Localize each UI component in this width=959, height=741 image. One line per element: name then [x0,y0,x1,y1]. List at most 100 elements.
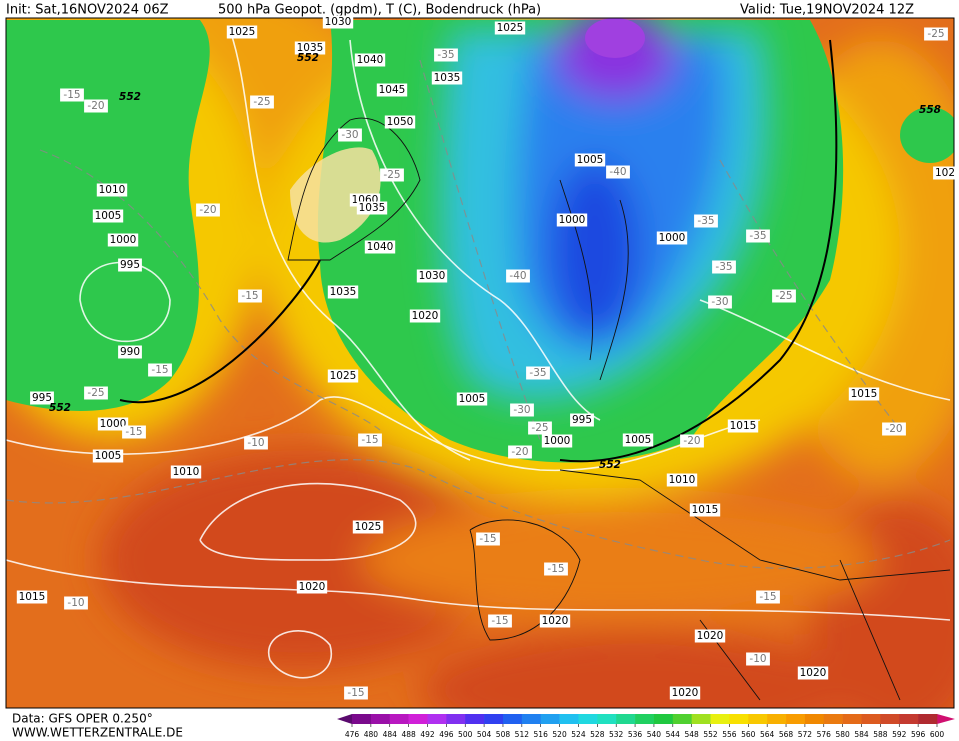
temperature-label-box [338,128,362,142]
temperature-label-box [476,532,500,546]
colorbar-segment [484,714,504,724]
colorbar-label: 484 [383,730,398,739]
temperature-label: -30 [513,404,530,416]
isobar-label: 1020 [542,615,569,627]
colorbar-segment [729,714,749,724]
isobar-label-box [107,233,139,247]
isobar-label: 1035 [434,72,461,84]
colorbar-label: 568 [779,730,794,739]
temperature-label-box [488,614,512,628]
temperature-label: -15 [361,434,378,446]
isobar-label: 1000 [559,214,586,226]
colorbar-label: 540 [647,730,662,739]
colorbar-segment [389,714,409,724]
colorbar-label: 528 [590,730,605,739]
isobar-label-box [92,209,124,223]
isobar-label-box [170,465,202,479]
temperature-label: -40 [509,270,526,282]
isobar-label: 995 [32,392,52,404]
temperature-label: -40 [609,166,626,178]
temperature-label-box [544,562,568,576]
colorbar-segment [502,714,523,724]
isobar-label: 1005 [625,434,652,446]
temperature-label: -25 [927,28,944,40]
isobar-label-box [356,201,388,215]
isobar-label: 1000 [659,232,686,244]
isobar-label-box [431,71,463,85]
isobar-label-box [797,666,829,680]
isobar-label-box [96,183,128,197]
isobar-label: 1025 [330,370,357,382]
colorbar-label: 496 [439,730,454,739]
isobar-label-box [296,580,328,594]
isobar-label-box [97,417,129,431]
temperature-label-box [196,203,220,217]
temperature-label: -15 [241,290,258,302]
init-time: Init: Sat,16NOV2024 06Z [6,3,169,18]
isobar-label: 1000 [100,418,127,430]
isobar-label: 1010 [99,184,126,196]
valid-time: Valid: Tue,19NOV2024 12Z [740,3,914,18]
temperature-label-box [680,434,704,448]
isobar-label: 1020 [697,630,724,642]
temperature-label: -30 [711,296,728,308]
isobar-label-box [118,258,142,272]
colorbar-label: 480 [364,730,379,739]
map-title: 500 hPa Geopot. (gpdm), T (C), Bodendruc… [218,3,541,18]
temperature-label: -10 [67,597,84,609]
colorbar-label: 600 [930,730,945,739]
temperature-label: -30 [341,129,358,141]
colorbar-label: 576 [817,730,832,739]
temperature-label: -35 [437,49,454,61]
colorbar-label: 580 [835,730,850,739]
isobar-label: 1005 [95,450,122,462]
colorbar-label: 564 [760,730,775,739]
colorbar-segment [804,714,825,724]
isobar-label: 1005 [459,393,486,405]
colorbar-segment [597,714,617,724]
colorbar-label: 508 [496,730,511,739]
temperature-label-box [708,295,732,309]
temperature-label-box [510,403,534,417]
temperature-label: -15 [491,615,508,627]
isobar-label-box [327,285,359,299]
isobar-label: 1040 [367,241,394,253]
colorbar: 476 480 484 488 492 496 500 504 508 512 516 520 524 5… [337,714,955,739]
colorbar-segment [616,714,636,724]
colorbar-low-arrow [337,714,352,724]
isobar-label-box [352,520,384,534]
temperature-label-box [60,88,84,102]
colorbar-label: 572 [798,730,813,739]
colorbar-segment [653,714,674,724]
isobar-label-box [727,419,759,433]
isobar-label-box [92,449,124,463]
temperature-label-box [508,445,532,459]
colorbar-label: 556 [722,730,737,739]
isobar-label: 1035 [297,42,324,54]
colorbar-segment [899,714,919,724]
isobar-label: 1000 [110,234,137,246]
isobar-label-box [694,629,726,643]
isobar-label: 1005 [95,210,122,222]
temperature-label-box [712,260,736,274]
site: WWW.WETTERZENTRALE.DE [12,726,183,740]
temperature-label: -20 [199,204,216,216]
isobar-label-box [933,166,957,180]
isobar-label: 1035 [359,202,386,214]
isobar-label: 1020 [800,667,827,679]
temperature-label: -20 [683,435,700,447]
temperature-label: -15 [759,591,776,603]
isobar-label: 1025 [497,22,524,34]
temperature-label-box [694,214,718,228]
isobar-label: 1030 [325,16,352,28]
isobar-label-box [384,115,416,129]
colorbar-label: 512 [515,730,530,739]
colorbar-segment [861,714,881,724]
isobar-label-box [848,387,880,401]
isobar-label-box [416,269,448,283]
colorbar-label: 476 [345,730,360,739]
temperature-label-box [924,27,948,41]
temperature-label-box [84,386,108,400]
colorbar-segment [823,714,843,724]
